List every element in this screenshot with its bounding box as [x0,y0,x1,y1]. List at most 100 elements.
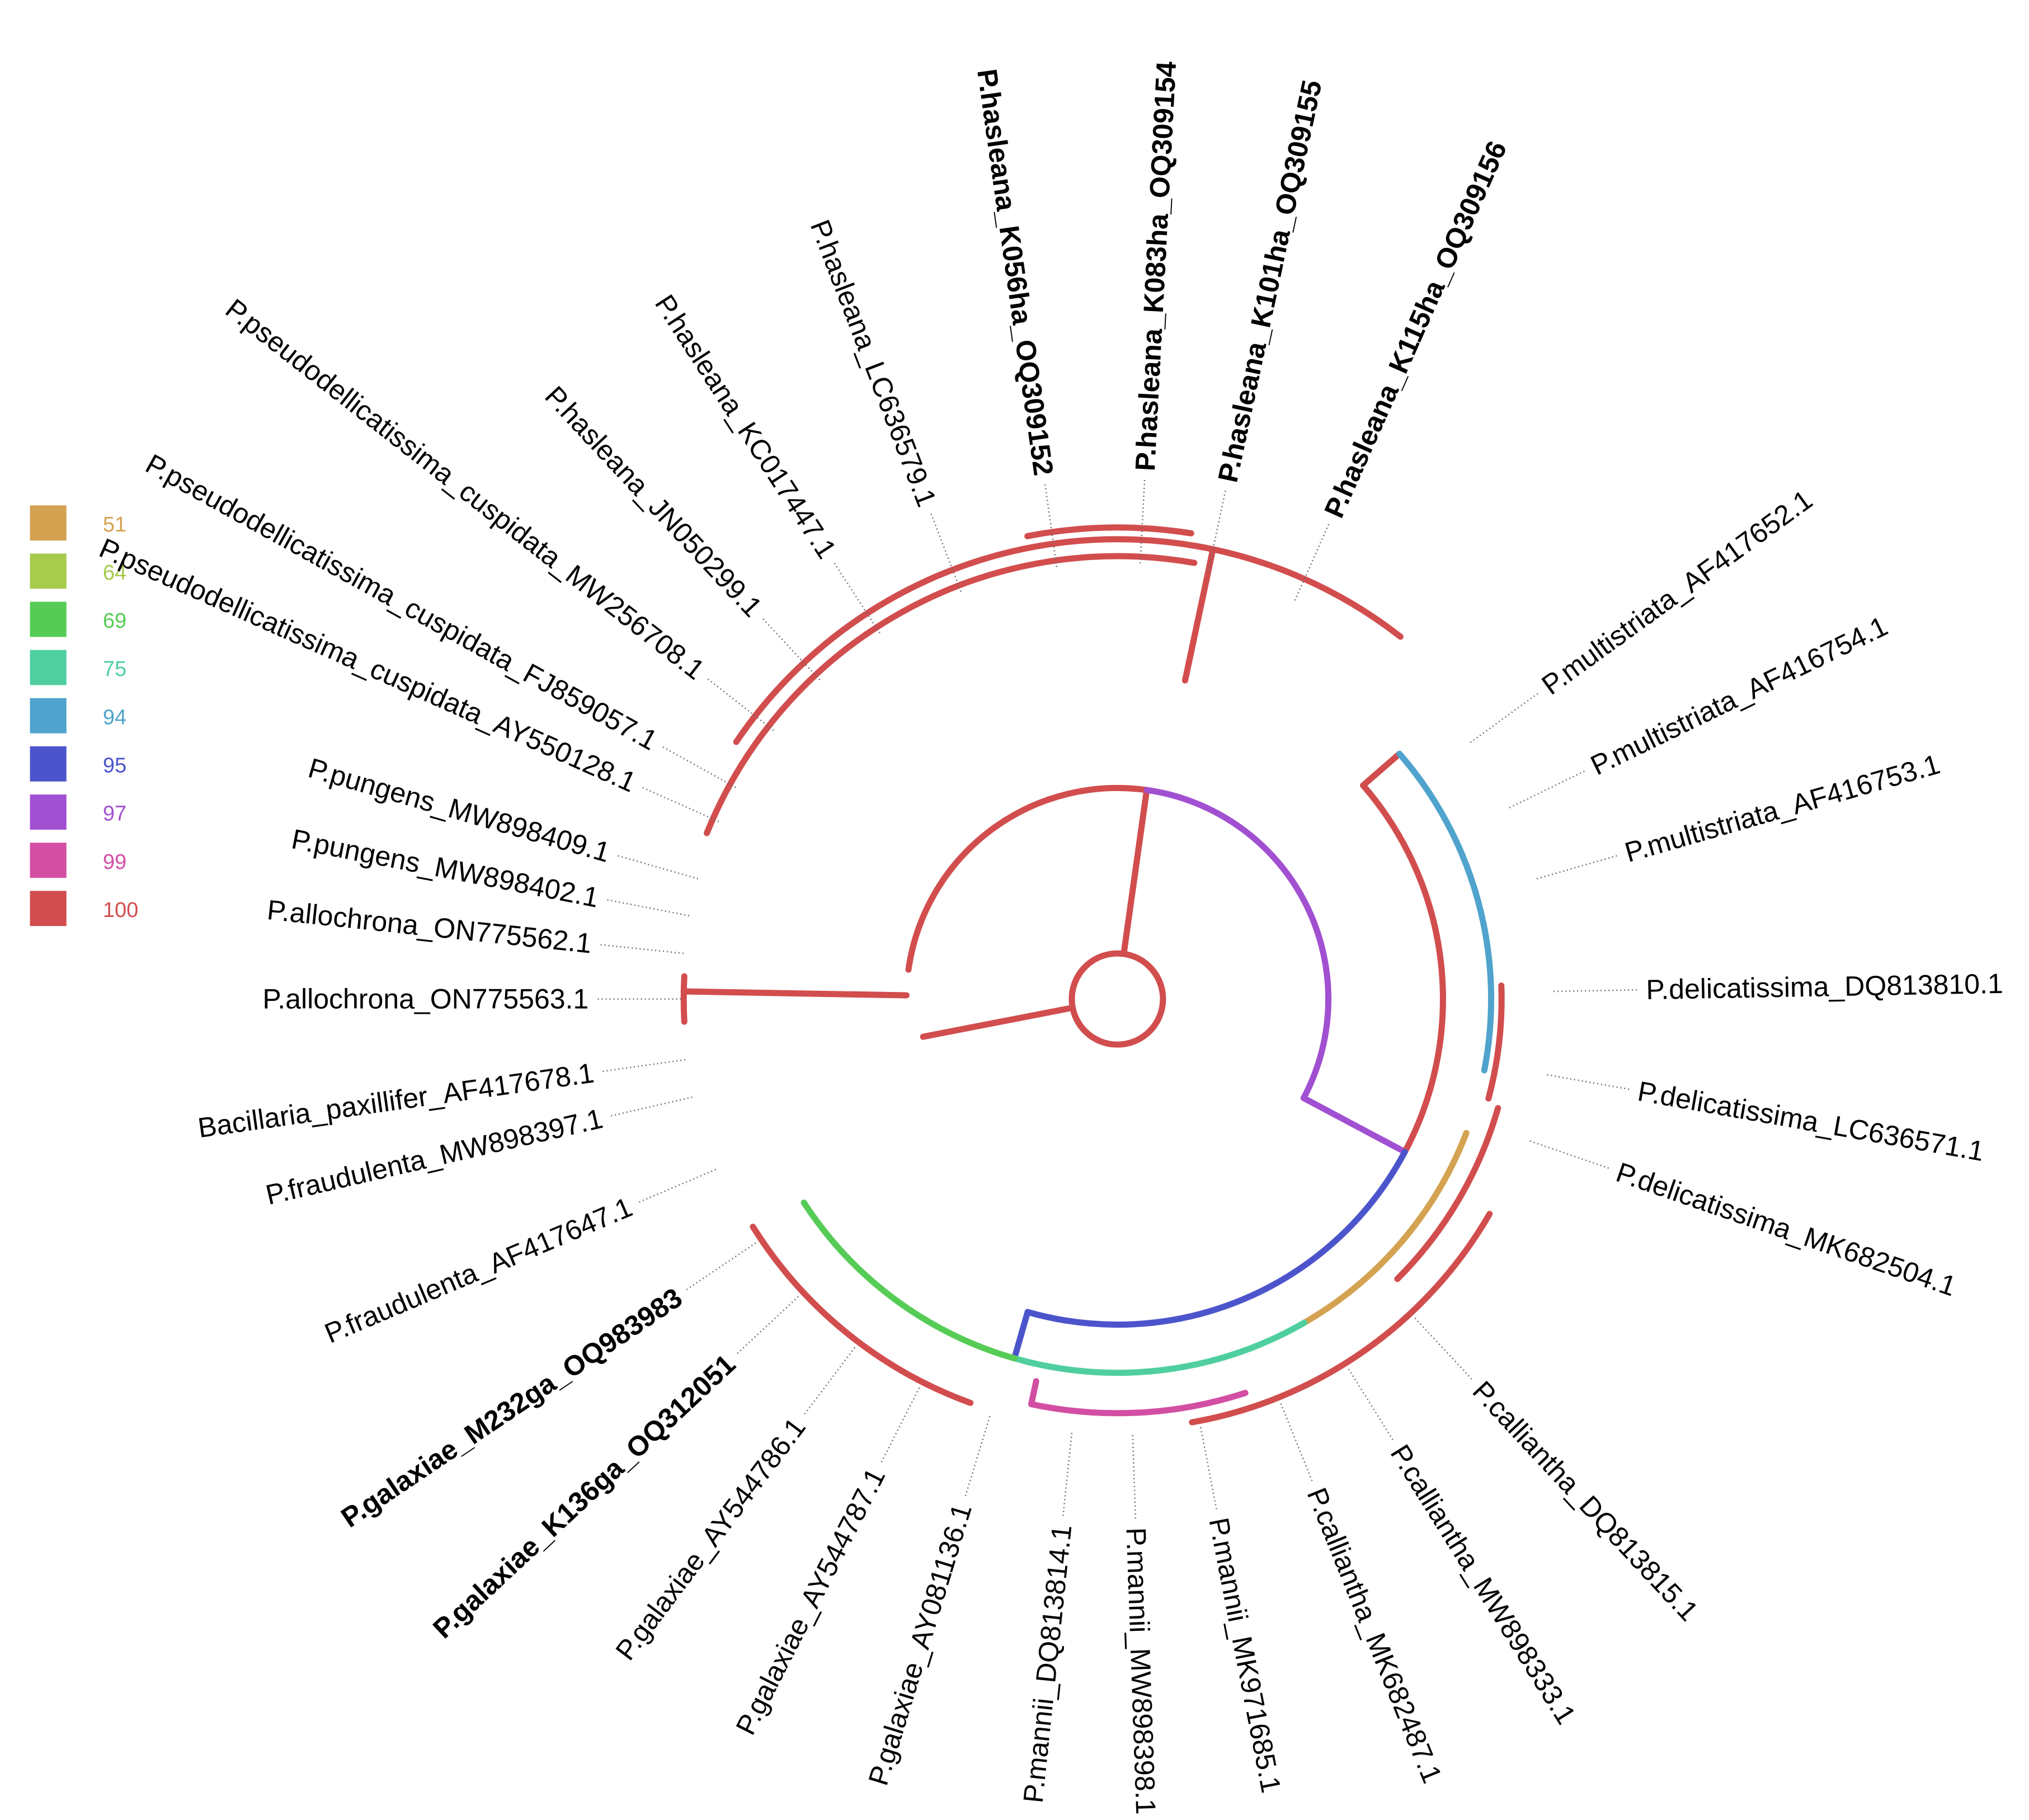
leader-line [1207,489,1227,572]
arc-mannii-galaxiae [1011,1319,1307,1376]
legend-label-94: 94 [103,706,126,729]
leader-line [1529,1140,1611,1169]
branch-allochrona [680,988,910,999]
leader-line [1294,523,1330,601]
legend-swatch-94 [30,698,67,733]
branch-ingroup [1121,787,1150,957]
tip-label: P.hasleana_LC636579.1 [804,215,943,511]
tip-label: P.mannii_MK971685.1 [1203,1515,1287,1795]
legend-swatch-100 [30,891,67,927]
leader-line [803,1347,856,1416]
leader-line [599,943,684,954]
tip-label: P.hasleana_K056ha_OQ309152 [971,67,1059,478]
legend-label-100: 100 [103,899,138,922]
tip-label: P.calliantha_MK682487.1 [1301,1483,1448,1787]
leader-line [930,512,962,592]
legend-label-64: 64 [103,561,126,585]
leader-line [1414,1318,1474,1381]
leader-line [736,1296,799,1355]
leader-line [601,1059,686,1073]
leader-line [1280,1403,1314,1483]
branch-clade-large [1300,1095,1408,1155]
leader-line [641,786,719,822]
arc-pungens-group [704,553,1198,836]
leader-line [706,678,774,731]
tip-label: P.delicatissima_DQ813810.1 [1646,968,2003,1005]
arc-ingroup-left [905,784,1150,973]
root-ring [1068,950,1166,1048]
leader-line [661,746,736,788]
tip-labels: P.multistriata_AF417652.1P.multistriata_… [95,60,2003,1815]
legend-swatch-51 [30,505,67,541]
leader-line [1200,1427,1218,1511]
legend-swatch-69 [30,601,67,637]
legend-swatch-95 [30,746,67,782]
branch-hasleana [1181,546,1216,684]
bootstrap-legend: 51 64 69 75 94 95 97 99 100 [30,505,138,927]
tip-label: P.delicatissima_MK682504.1 [1612,1156,1960,1302]
arc-mannii [1028,1390,1249,1417]
tip-label: P.mannii_DQ813814.1 [1018,1523,1078,1805]
leader-line [964,1416,991,1498]
branch-galaxiae-group [1011,1309,1031,1362]
tip-label: P.hasleana_K101ha_OQ309155 [1212,77,1328,485]
leader-line [1132,1435,1137,1520]
leader-line [685,1242,756,1291]
tip-label: P.galaxiae_AY081136.1 [862,1500,977,1789]
leader-line [1470,692,1540,744]
arc-fraudulenta-galaxiae [801,1199,1018,1362]
label-leader-lines [596,478,1639,1520]
arc-calliantha [1189,1211,1493,1426]
leader-line [833,561,881,634]
arc-multistriata [1396,750,1495,1074]
arc-delicatissima [1485,982,1505,1102]
leader-line [606,899,690,916]
tip-label: P.fraudulenta_AF417647.1 [320,1191,637,1349]
arc-delicatissima-calliantha [1301,1130,1470,1326]
tip-label: P.hasleana_K083ha_OQ309154 [1129,60,1182,472]
tip-label: P.mannii_MW898398.1 [1120,1527,1161,1815]
legend-swatch-75 [30,650,67,685]
leader-line [1536,854,1618,880]
leader-line [609,1096,693,1117]
arc-hasleana-inner [1024,524,1194,539]
legend-label-97: 97 [103,802,126,826]
legend-label-51: 51 [103,513,126,537]
leader-line [1547,1074,1631,1090]
arc-clade-upper [1360,782,1446,1155]
tip-label: P.delicatissima_LC636571.1 [1635,1075,1986,1167]
tip-label: P.multistriata_AF416753.1 [1621,749,1943,868]
tip-label: P.allochrona_ON775563.1 [262,984,589,1015]
tip-label: P.hasleana_K115ha_OQ309156 [1318,137,1513,523]
legend-label-99: 99 [103,850,126,874]
leader-line [1062,1433,1073,1517]
leader-line [880,1387,920,1464]
leader-line [616,854,699,880]
legend-swatch-97 [30,794,67,830]
arc-hasleana-new [1194,543,1404,640]
leader-line [761,617,821,681]
leader-line [1509,770,1586,808]
leader-line [637,1169,717,1203]
leader-line [1348,1368,1394,1441]
legend-label-75: 75 [103,657,126,681]
arc-delicatissima-tip [1394,1105,1501,1282]
leader-line [1553,989,1639,993]
legend-label-95: 95 [103,754,126,778]
tip-label: P.galaxiae_K136ga_OQ312051 [427,1348,741,1644]
legend-label-69: 69 [103,609,126,633]
branch-outgroup [920,1004,1076,1040]
branch-mannii [1028,1378,1039,1408]
arc-galaxiae [750,1224,974,1406]
tip-label: P.allochrona_ON775562.1 [266,894,594,960]
leader-line [1139,478,1146,563]
tree-branches [680,524,1505,1426]
legend-swatch-99 [30,843,67,878]
arc-hasleana-outer [733,536,1201,745]
leader-line [1044,483,1058,567]
legend-swatch-64 [30,553,67,589]
branch-multistriata [1360,750,1403,789]
arc-clade-lower [1024,1149,1408,1328]
arc-ingroup-right [1143,787,1331,1102]
